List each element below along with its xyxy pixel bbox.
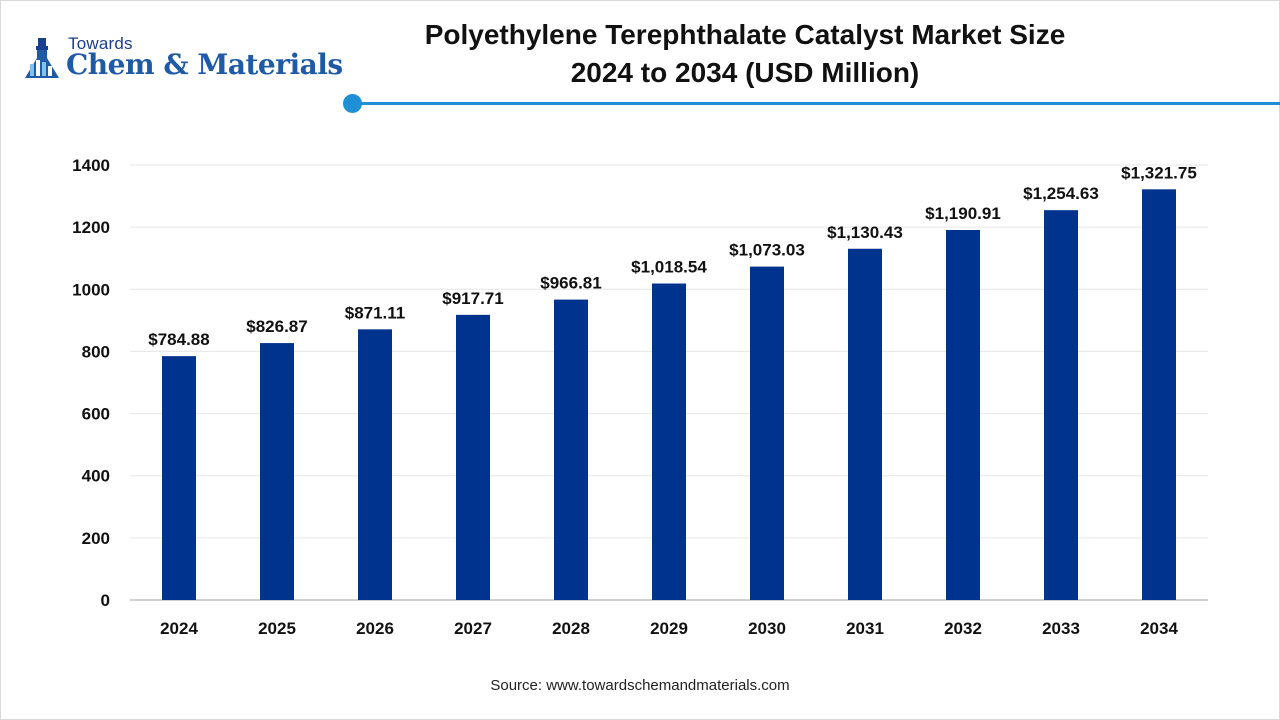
brand-top-text: Towards bbox=[68, 34, 133, 53]
source-note: Source: www.towardschemandmaterials.com bbox=[490, 677, 790, 694]
x-tick-label: 2026 bbox=[356, 619, 394, 638]
bar bbox=[162, 356, 196, 600]
y-tick-label: 400 bbox=[82, 467, 110, 486]
bar bbox=[456, 314, 490, 600]
bar bbox=[554, 299, 588, 600]
data-label: $1,321.75 bbox=[1121, 163, 1197, 182]
bar bbox=[358, 329, 392, 600]
data-label: $917.71 bbox=[442, 289, 503, 308]
x-tick-label: 2027 bbox=[454, 619, 492, 638]
bar bbox=[652, 283, 686, 600]
data-label: $1,073.03 bbox=[729, 241, 805, 260]
bar bbox=[750, 266, 784, 600]
data-label: $1,254.63 bbox=[1023, 184, 1099, 203]
x-tick-label: 2028 bbox=[552, 619, 590, 638]
y-tick-label: 800 bbox=[82, 342, 110, 361]
brand-logo: Towards Chem & Materials bbox=[22, 34, 343, 94]
x-tick-label: 2025 bbox=[258, 619, 296, 638]
x-tick-label: 2031 bbox=[846, 619, 884, 638]
chart-title-block: Polyethylene Terephthalate Catalyst Mark… bbox=[420, 16, 1070, 92]
data-label: $1,190.91 bbox=[925, 204, 1001, 223]
data-label: $1,130.43 bbox=[827, 223, 903, 242]
brand-main-text: Chem & Materials bbox=[66, 48, 343, 81]
y-tick-label: 200 bbox=[82, 529, 110, 548]
data-label: $784.88 bbox=[148, 330, 209, 349]
bar bbox=[260, 343, 294, 600]
header-rule-dot bbox=[343, 94, 362, 113]
x-tick-label: 2029 bbox=[650, 619, 688, 638]
y-tick-label: 1400 bbox=[72, 156, 110, 175]
x-tick-label: 2030 bbox=[748, 619, 786, 638]
header-rule bbox=[354, 102, 1280, 105]
y-tick-label: 0 bbox=[101, 591, 110, 610]
y-tick-label: 1000 bbox=[72, 280, 110, 299]
x-tick-label: 2033 bbox=[1042, 619, 1080, 638]
bar bbox=[848, 248, 882, 600]
x-tick-label: 2024 bbox=[160, 619, 198, 638]
bar bbox=[1142, 189, 1176, 600]
y-tick-label: 600 bbox=[82, 405, 110, 424]
x-tick-label: 2034 bbox=[1140, 619, 1178, 638]
flask-icon bbox=[25, 38, 59, 78]
data-label: $1,018.54 bbox=[631, 258, 707, 277]
data-label: $871.11 bbox=[345, 303, 406, 322]
bar bbox=[1044, 210, 1078, 601]
bar bbox=[946, 229, 980, 600]
chart-subtitle: 2024 to 2034 (USD Million) bbox=[570, 57, 920, 88]
data-label: $826.87 bbox=[246, 317, 307, 336]
y-tick-label: 1200 bbox=[72, 218, 110, 237]
chart-title: Polyethylene Terephthalate Catalyst Mark… bbox=[424, 19, 1066, 50]
x-tick-label: 2032 bbox=[944, 619, 982, 638]
data-label: $966.81 bbox=[540, 274, 601, 293]
